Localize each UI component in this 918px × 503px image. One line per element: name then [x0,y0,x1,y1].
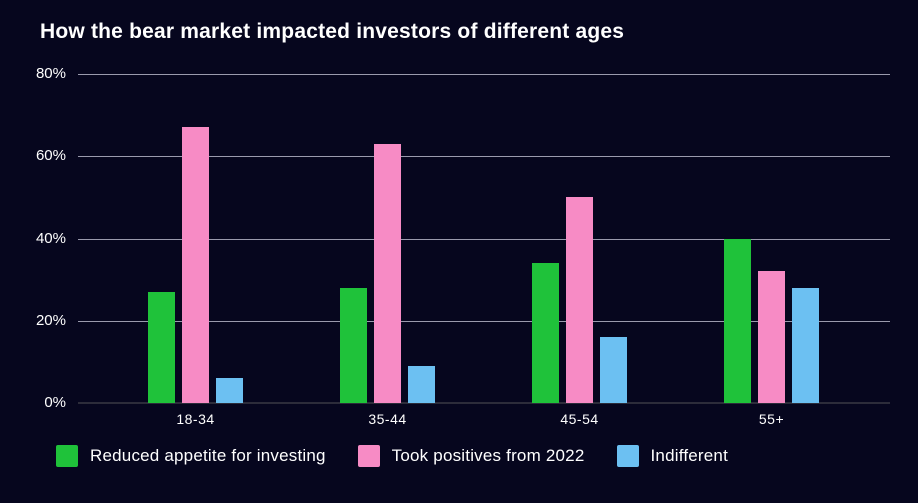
bar-55+-took-positives-from-2022 [758,271,785,403]
legend-item-indifferent: Indifferent [616,445,729,467]
y-tick-label-40: 40% [35,229,66,247]
x-axis-baseline [78,402,890,404]
x-tick-label-35-44: 35-44 [368,411,407,427]
legend-swatch-icon [56,445,78,467]
bar-18-34-reduced-appetite-for-investing [148,291,175,403]
gridline-80 [78,74,890,75]
legend-item-reduced-appetite-for-investing: Reduced appetite for investing [56,445,326,467]
bar-group-35-44 [340,74,435,403]
legend-swatch-icon [616,445,639,467]
legend: Reduced appetite for investing Took posit… [56,445,728,467]
x-tick-label-18-34: 18-34 [176,411,215,427]
y-tick-label-0: 0% [44,394,66,411]
legend-label: Took positives from 2022 [391,446,585,465]
gridline-40 [78,238,890,240]
bar-35-44-indifferent [408,366,435,403]
bar-45-54-indifferent [600,337,627,403]
legend-label: Indifferent [650,446,728,465]
x-tick-label-45-54: 45-54 [560,411,599,427]
bar-45-54-reduced-appetite-for-investing [532,263,559,403]
bar-18-34-indifferent [216,378,243,403]
legend-item-took-positives-from-2022: Took positives from 2022 [357,445,585,467]
y-tick-label-20: 20% [35,311,66,329]
bar-group-18-34 [148,74,243,403]
bar-55+-indifferent [792,287,819,403]
bar-group-45-54 [532,74,627,403]
legend-label: Reduced appetite for investing [90,446,326,465]
bar-45-54-took-positives-from-2022 [566,197,593,403]
x-tick-label-55+: 55+ [758,411,785,427]
gridline-20 [78,320,890,322]
bar-group-55+ [724,74,819,403]
y-tick-label-60: 60% [35,147,66,165]
plot-area [78,74,890,404]
bar-55+-reduced-appetite-for-investing [724,238,751,403]
bar-18-34-took-positives-from-2022 [182,127,209,403]
legend-swatch-icon [357,445,380,467]
y-tick-label-80: 80% [35,65,66,82]
bar-35-44-reduced-appetite-for-investing [340,287,367,403]
gridline-60 [78,156,890,158]
bar-35-44-took-positives-from-2022 [374,143,401,403]
chart-title: How the bear market impacted investors o… [40,20,625,43]
